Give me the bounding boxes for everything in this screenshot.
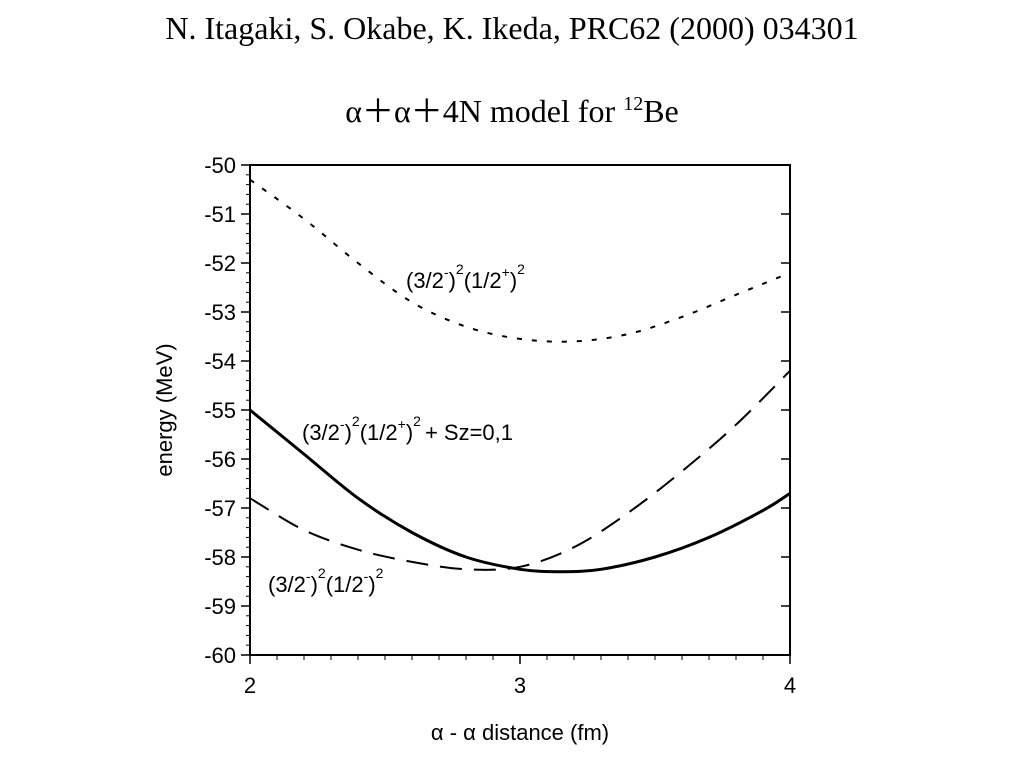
model-subtitle: α＋α＋4N model for 12Be xyxy=(0,86,1024,132)
y-tick-label: -52 xyxy=(204,251,236,276)
y-tick-label: -53 xyxy=(204,300,236,325)
series-group xyxy=(249,178,791,574)
ticks-group xyxy=(241,164,791,664)
y-axis-label: energy (MeV) xyxy=(152,343,177,476)
y-tick-label: -54 xyxy=(204,349,236,374)
y-tick-label: -56 xyxy=(204,447,236,472)
x-tick-label: 2 xyxy=(244,673,256,698)
annotation-upper: (3/2-)2(1/2+)2 xyxy=(406,261,525,293)
y-tick-label: -58 xyxy=(204,545,236,570)
y-tick-label: -55 xyxy=(204,398,236,423)
model-prefix: α＋α＋4N model for xyxy=(345,93,624,129)
y-tick-label: -57 xyxy=(204,496,236,521)
y-tick-label: -59 xyxy=(204,594,236,619)
element-symbol: Be xyxy=(643,93,679,129)
x-axis-label: α - α distance (fm) xyxy=(431,720,609,745)
citation-title: N. Itagaki, S. Okabe, K. Ikeda, PRC62 (2… xyxy=(165,10,859,46)
series-line-dashed xyxy=(249,370,791,571)
annotation-middle: (3/2-)2(1/2+)2 + Sz=0,1 xyxy=(302,413,513,445)
mass-number: 12 xyxy=(623,93,644,115)
annotation-lower: (3/2-)2(1/2-)2 xyxy=(268,565,384,597)
y-tick-label: -50 xyxy=(204,153,236,178)
labels-group: -50 -51 -52 -53 -54 -55 -56 -57 -58 -59 -60 2 3 4 α - … xyxy=(152,153,796,745)
x-tick-label: 3 xyxy=(514,673,526,698)
y-tick-label: -51 xyxy=(204,202,236,227)
x-tick-label: 4 xyxy=(784,673,796,698)
y-tick-label: -60 xyxy=(204,643,236,668)
series-line-dotted xyxy=(249,178,791,343)
series-line-solid xyxy=(249,408,791,574)
